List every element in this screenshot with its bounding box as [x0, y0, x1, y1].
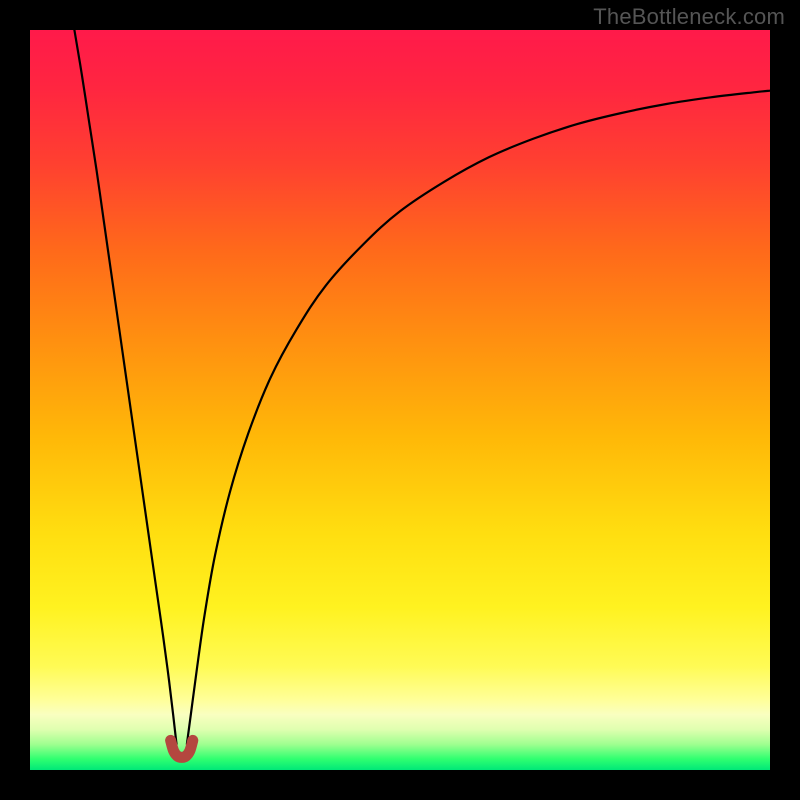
watermark-text: TheBottleneck.com [593, 4, 785, 30]
chart-plot-area [30, 30, 770, 770]
chart-outer-frame: TheBottleneck.com [0, 0, 800, 800]
gradient-background [30, 30, 770, 770]
chart-svg [30, 30, 770, 770]
